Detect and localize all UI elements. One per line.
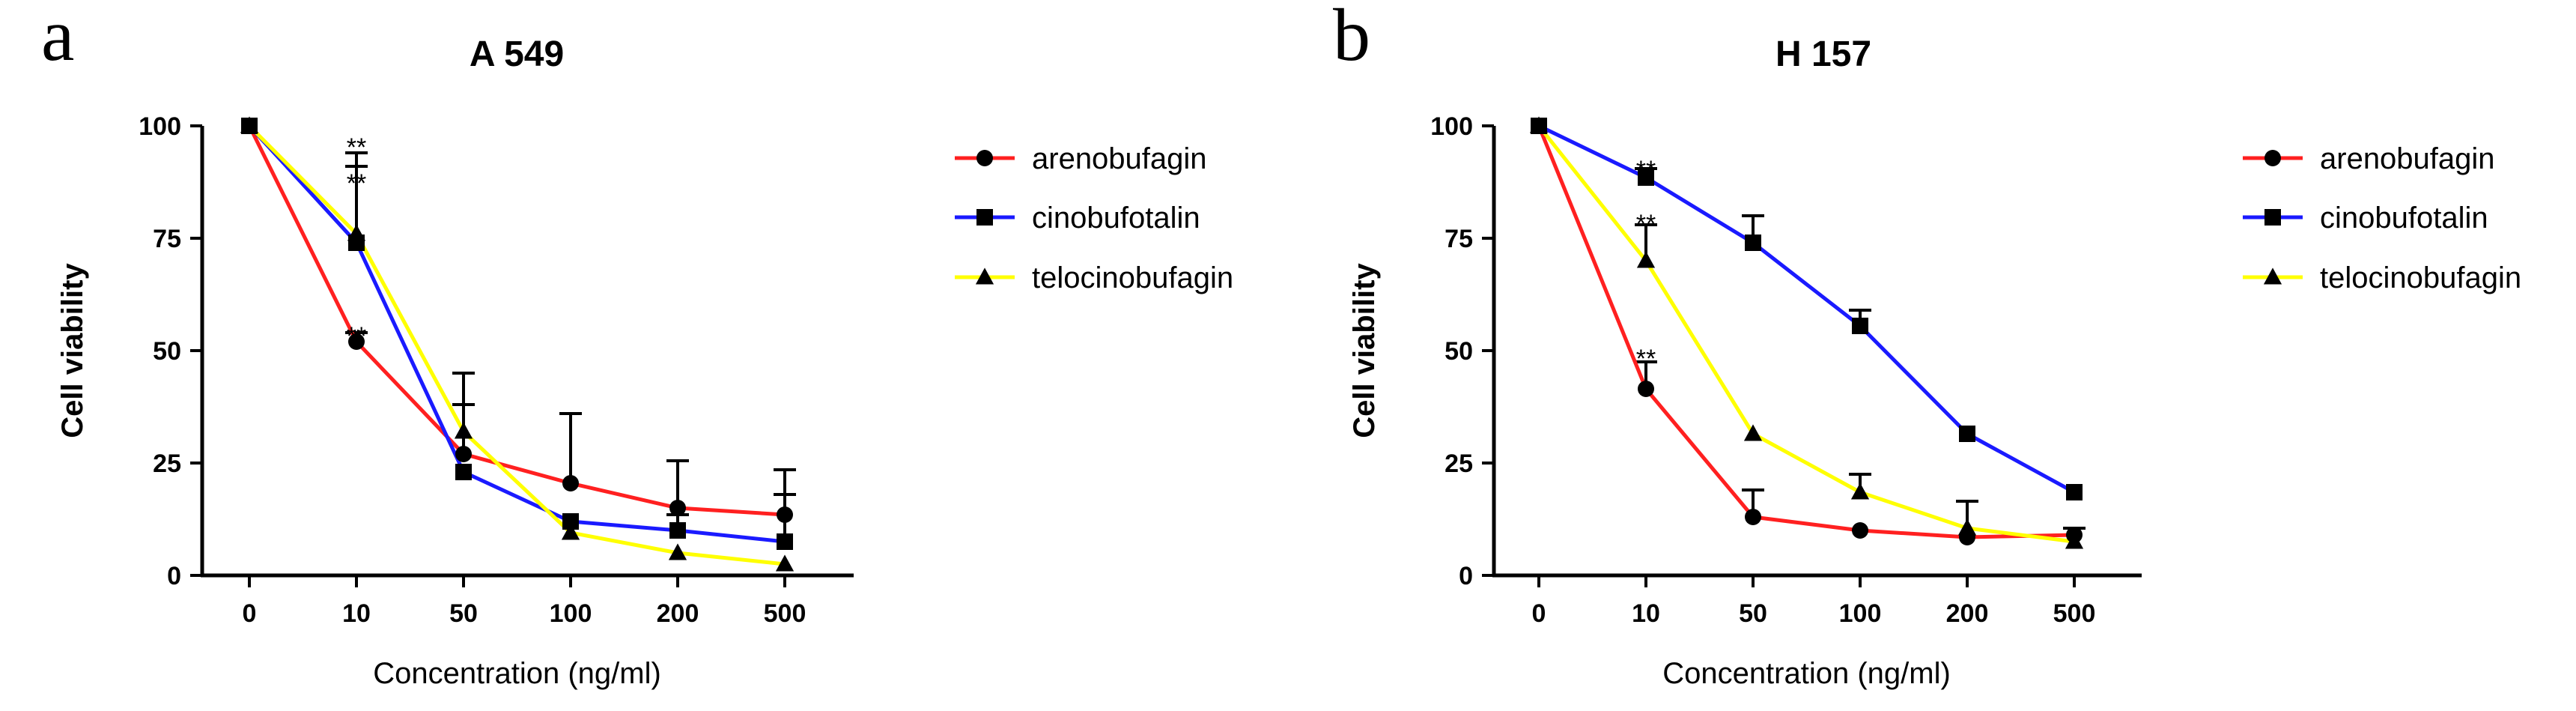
panel-letter: b xyxy=(1333,0,1370,76)
legend-marker xyxy=(976,150,993,166)
x-axis-title: Concentration (ng/ml) xyxy=(1662,657,1951,690)
data-point-arenobufagin xyxy=(348,333,365,350)
legend: arenobufagin cinobufotalin telocinobufagin xyxy=(955,142,1233,294)
y-axis-title: Cell viability xyxy=(56,263,89,438)
data-point-arenobufagin xyxy=(669,500,686,516)
significance-annotation: ** xyxy=(1636,210,1656,238)
legend-label: cinobufotalin xyxy=(2320,202,2488,235)
data-point-telocinobufagin xyxy=(1850,482,1870,500)
x-tick-label: 10 xyxy=(342,599,371,628)
x-tick-label: 500 xyxy=(2053,599,2096,628)
data-point-telocinobufagin xyxy=(454,422,473,439)
y-tick-label: 50 xyxy=(153,337,181,366)
data-point-cinobufotalin xyxy=(669,522,686,539)
data-point-telocinobufagin xyxy=(1957,518,1977,536)
y-tick-label: 25 xyxy=(1445,450,1473,478)
x-tick-label: 10 xyxy=(1632,599,1660,628)
legend-item-arenobufagin: arenobufagin xyxy=(955,142,1207,175)
data-point-arenobufagin xyxy=(562,475,579,491)
x-tick-label: 100 xyxy=(550,599,592,628)
x-tick-label: 0 xyxy=(243,599,257,628)
x-tick-label: 0 xyxy=(1532,599,1546,628)
legend-item-telocinobufagin: telocinobufagin xyxy=(955,261,1233,294)
chart-title: A 549 xyxy=(470,34,564,74)
legend-label: telocinobufagin xyxy=(1032,261,1233,294)
y-tick-label: 0 xyxy=(167,562,181,590)
data-point-arenobufagin xyxy=(455,446,472,462)
significance-annotation: ** xyxy=(1636,156,1656,184)
significance-annotation: ** xyxy=(1636,345,1656,373)
chart-title: H 157 xyxy=(1775,34,1871,74)
data-point-cinobufotalin xyxy=(1638,169,1654,186)
y-tick-label: 75 xyxy=(1445,225,1473,253)
legend-label: telocinobufagin xyxy=(2320,261,2521,294)
legend-marker xyxy=(975,267,994,285)
series-line-arenobufagin xyxy=(1537,125,2075,539)
y-tick-label: 50 xyxy=(1445,337,1473,366)
legend-marker xyxy=(2264,209,2281,226)
x-tick-label: 500 xyxy=(764,599,806,628)
legend-item-cinobufotalin: cinobufotalin xyxy=(955,202,1200,235)
data-point-arenobufagin xyxy=(1852,522,1868,539)
series-line-cinobufotalin xyxy=(1537,124,2076,494)
data-point-cinobufotalin xyxy=(1852,318,1868,334)
legend-item-cinobufotalin: cinobufotalin xyxy=(2243,202,2488,235)
legend-marker xyxy=(2264,150,2281,166)
legend-item-telocinobufagin: telocinobufagin xyxy=(2243,261,2521,294)
y-tick-label: 100 xyxy=(139,112,181,141)
data-point-cinobufotalin xyxy=(2066,484,2083,500)
data-point-cinobufotalin xyxy=(1959,426,1975,442)
legend-marker xyxy=(2263,267,2282,285)
y-tick-label: 0 xyxy=(1459,562,1473,590)
data-point-telocinobufagin xyxy=(347,224,366,241)
y-tick-label: 75 xyxy=(153,225,181,253)
x-axis-title: Concentration (ng/ml) xyxy=(373,657,661,690)
significance-annotation: ** xyxy=(347,133,366,162)
y-tick-label: 25 xyxy=(153,450,181,478)
legend-label: arenobufagin xyxy=(1032,142,1207,175)
x-tick-label: 50 xyxy=(1739,599,1767,628)
legend-item-arenobufagin: arenobufagin xyxy=(2243,142,2495,175)
data-point-telocinobufagin xyxy=(1743,424,1763,441)
legend-marker xyxy=(976,209,993,226)
data-point-telocinobufagin xyxy=(1636,251,1656,268)
data-point-arenobufagin xyxy=(1745,509,1761,525)
data-point-telocinobufagin xyxy=(1529,116,1549,133)
x-tick-label: 200 xyxy=(1946,599,1989,628)
legend-label: arenobufagin xyxy=(2320,142,2495,175)
series-line-arenobufagin xyxy=(247,124,786,517)
chart-panel-b: b H 157 0 25 50 75 100 0 10 50 100 200 500 Concentrat… xyxy=(1333,0,2521,690)
series-line-telocinobufagin xyxy=(248,124,786,566)
data-point-telocinobufagin xyxy=(2065,532,2084,549)
chart-panel-a: a A 549 0 25 50 75 100 0 10 50 100 200 500 Concentrat… xyxy=(41,0,1233,690)
x-tick-label: 50 xyxy=(449,599,478,628)
data-point-telocinobufagin xyxy=(561,523,580,540)
data-point-cinobufotalin xyxy=(777,533,793,550)
data-point-arenobufagin xyxy=(1638,381,1654,397)
data-point-arenobufagin xyxy=(777,506,793,523)
x-tick-label: 100 xyxy=(1839,599,1882,628)
panel-letter: a xyxy=(41,0,74,76)
x-tick-label: 200 xyxy=(657,599,699,628)
data-point-telocinobufagin xyxy=(775,554,795,572)
legend: arenobufagin cinobufotalin telocinobufagin xyxy=(2243,142,2521,294)
significance-annotation: ** xyxy=(347,169,366,198)
data-point-telocinobufagin xyxy=(668,543,687,560)
data-point-cinobufotalin xyxy=(562,513,579,530)
data-point-telocinobufagin xyxy=(240,116,259,133)
data-point-cinobufotalin xyxy=(455,464,472,480)
series-line-cinobufotalin xyxy=(248,124,786,544)
y-axis-title: Cell viability xyxy=(1348,263,1381,438)
significance-annotation: ** xyxy=(347,322,366,351)
data-point-cinobufotalin xyxy=(1745,235,1761,251)
series-line-telocinobufagin xyxy=(1537,124,2075,544)
y-tick-label: 100 xyxy=(1430,112,1473,141)
legend-label: cinobufotalin xyxy=(1032,202,1200,235)
